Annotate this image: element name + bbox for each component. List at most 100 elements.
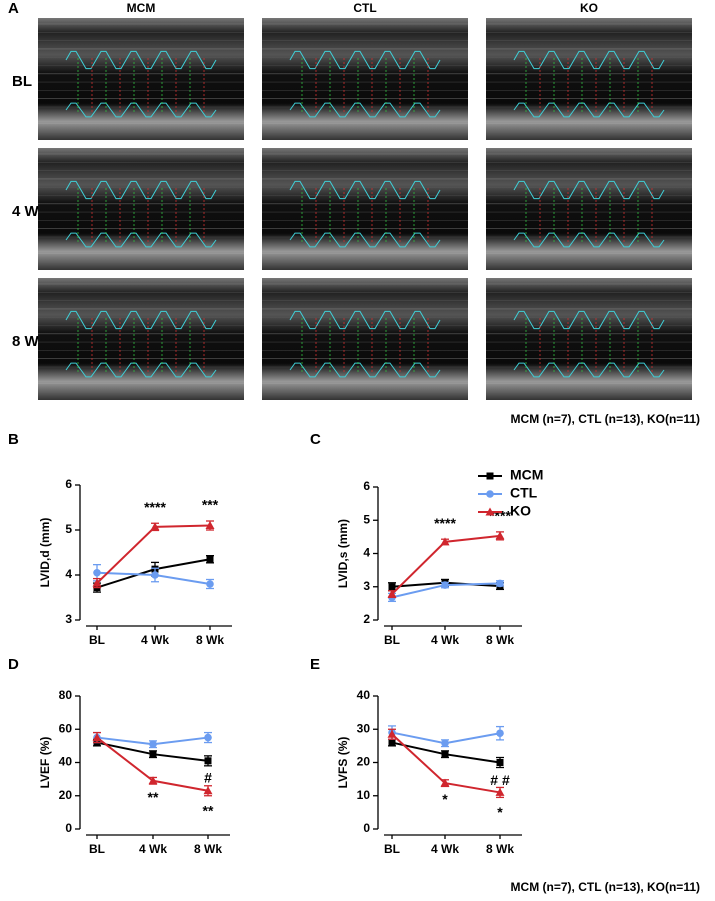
data-point	[206, 580, 214, 588]
panel-letter: B	[8, 431, 19, 448]
x-tick-label: 8 Wk	[196, 633, 224, 647]
significance-label: ***	[202, 497, 219, 513]
data-point	[496, 729, 504, 738]
y-tick-label: 40	[59, 755, 73, 769]
echo-image	[38, 278, 244, 400]
echo-background	[486, 278, 692, 400]
data-point	[92, 578, 102, 587]
y-tick-label: 6	[363, 479, 370, 493]
echo-background	[38, 148, 244, 270]
y-tick-label: 0	[65, 821, 72, 835]
echo-image	[262, 278, 468, 400]
echo-trace	[289, 232, 441, 248]
echo-background	[38, 18, 244, 140]
echo-trace	[289, 310, 441, 330]
data-point	[151, 571, 159, 579]
echo-image	[38, 18, 244, 140]
data-point	[441, 739, 449, 748]
footnote: MCM (n=7), CTL (n=13), KO(n=11)	[511, 880, 700, 894]
echo-trace	[65, 50, 217, 70]
legend-marker	[485, 507, 495, 516]
data-point	[495, 531, 505, 540]
y-tick-label: 30	[357, 721, 371, 735]
y-tick-label: 2	[363, 612, 370, 626]
y-tick-label: 20	[357, 755, 371, 769]
data-point	[204, 757, 212, 765]
footnote: MCM (n=7), CTL (n=13), KO(n=11)	[511, 412, 700, 426]
x-tick-label: 8 Wk	[486, 842, 514, 856]
significance-label: # #	[490, 772, 510, 788]
echo-background	[262, 18, 468, 140]
significance-label: #	[204, 770, 212, 786]
y-tick-label: 5	[65, 522, 72, 536]
y-tick-label: 80	[59, 688, 73, 702]
y-tick-label: 40	[357, 688, 371, 702]
data-point	[203, 786, 213, 795]
x-tick-label: 4 Wk	[139, 842, 167, 856]
significance-label: *	[497, 804, 503, 820]
data-point	[388, 583, 396, 591]
echo-image	[486, 278, 692, 400]
echo-background	[262, 278, 468, 400]
x-tick-label: 4 Wk	[431, 842, 459, 856]
echo-trace	[513, 180, 665, 200]
echo-background	[262, 148, 468, 270]
x-tick-label: 4 Wk	[141, 633, 169, 647]
row-label: BL	[12, 73, 32, 90]
data-point	[149, 740, 157, 749]
data-point	[496, 759, 504, 766]
significance-label: **	[148, 789, 159, 805]
echo-trace	[65, 362, 217, 378]
data-point	[441, 581, 449, 589]
echo-trace	[513, 232, 665, 248]
echo-image	[38, 148, 244, 270]
y-tick-label: 60	[59, 721, 73, 735]
y-tick-label: 4	[363, 546, 370, 560]
echo-trace	[289, 102, 441, 118]
column-label: KO	[580, 1, 598, 15]
echo-background	[486, 148, 692, 270]
significance-label: ****	[144, 499, 166, 515]
data-point	[388, 739, 396, 747]
data-point	[496, 579, 504, 588]
data-point	[440, 778, 450, 787]
y-tick-label: 3	[363, 579, 370, 593]
echo-image	[262, 148, 468, 270]
data-point	[205, 521, 215, 529]
echo-trace	[513, 50, 665, 70]
y-axis-label: LVEF (%)	[38, 737, 52, 789]
data-point	[495, 787, 505, 796]
x-tick-label: BL	[89, 842, 105, 856]
column-label: MCM	[127, 1, 156, 15]
data-point	[440, 537, 450, 546]
x-tick-label: BL	[384, 842, 400, 856]
legend-marker	[486, 490, 494, 498]
significance-label: *	[442, 791, 448, 807]
echo-trace	[513, 362, 665, 378]
significance-label: **	[203, 802, 214, 818]
echo-background	[38, 278, 244, 400]
echo-background	[486, 18, 692, 140]
significance-label: ****	[489, 508, 511, 524]
echo-trace	[289, 180, 441, 200]
echo-trace	[65, 180, 217, 200]
y-tick-label: 10	[357, 788, 371, 802]
x-tick-label: BL	[384, 633, 400, 647]
echo-image	[486, 148, 692, 270]
y-tick-label: 6	[65, 477, 72, 491]
echo-trace	[65, 310, 217, 330]
panel-letter: E	[310, 656, 320, 673]
data-point	[387, 729, 397, 738]
data-point	[150, 522, 160, 531]
x-tick-label: 8 Wk	[194, 842, 222, 856]
panel-letter: D	[8, 656, 19, 673]
echo-trace	[513, 102, 665, 118]
echo-image	[486, 18, 692, 140]
y-axis-label: LVFS (%)	[336, 737, 350, 789]
echo-trace	[289, 362, 441, 378]
data-point	[93, 568, 101, 577]
echo-trace	[513, 310, 665, 330]
y-tick-label: 5	[363, 512, 370, 526]
